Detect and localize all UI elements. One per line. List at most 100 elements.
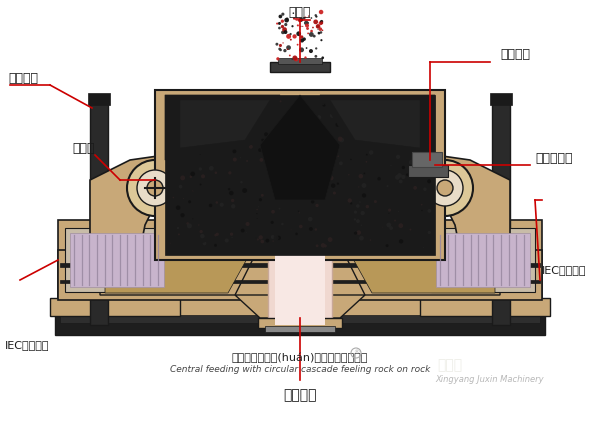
Circle shape — [386, 223, 391, 227]
Circle shape — [349, 234, 353, 238]
Bar — [436, 233, 530, 287]
Circle shape — [351, 157, 353, 159]
Circle shape — [214, 99, 217, 102]
Circle shape — [409, 229, 412, 230]
Circle shape — [187, 178, 191, 184]
Circle shape — [290, 39, 292, 40]
Circle shape — [361, 224, 362, 226]
Circle shape — [242, 188, 247, 193]
Circle shape — [307, 33, 309, 34]
Circle shape — [177, 139, 179, 141]
Circle shape — [223, 138, 224, 140]
Circle shape — [299, 225, 302, 228]
Circle shape — [307, 169, 311, 172]
Circle shape — [201, 174, 205, 178]
Circle shape — [187, 184, 188, 187]
Circle shape — [386, 185, 389, 187]
Circle shape — [410, 218, 413, 221]
Circle shape — [326, 180, 328, 182]
Circle shape — [205, 141, 208, 143]
Circle shape — [291, 159, 293, 161]
Circle shape — [401, 175, 406, 179]
Circle shape — [302, 26, 304, 27]
Bar — [60, 280, 540, 283]
Circle shape — [266, 213, 268, 215]
Circle shape — [362, 105, 365, 108]
Circle shape — [245, 222, 250, 226]
Bar — [424, 220, 542, 300]
Circle shape — [406, 173, 409, 176]
Bar — [60, 295, 540, 317]
Circle shape — [403, 188, 404, 189]
Circle shape — [258, 111, 259, 112]
Circle shape — [399, 180, 403, 184]
Circle shape — [232, 114, 235, 117]
Bar — [270, 62, 330, 72]
Circle shape — [199, 167, 202, 171]
Circle shape — [314, 55, 317, 58]
Circle shape — [321, 243, 325, 248]
Circle shape — [347, 102, 352, 106]
Circle shape — [283, 198, 285, 200]
Circle shape — [347, 198, 352, 203]
Circle shape — [254, 236, 257, 240]
Circle shape — [424, 108, 426, 111]
Circle shape — [293, 17, 295, 20]
Circle shape — [185, 156, 189, 160]
Circle shape — [359, 236, 364, 240]
Circle shape — [281, 19, 284, 23]
Circle shape — [193, 127, 194, 128]
Circle shape — [173, 197, 174, 198]
Circle shape — [398, 223, 403, 228]
Circle shape — [287, 190, 289, 192]
Circle shape — [400, 150, 401, 151]
Circle shape — [311, 200, 314, 203]
Circle shape — [286, 34, 291, 39]
Circle shape — [214, 234, 217, 237]
Circle shape — [231, 204, 235, 209]
Circle shape — [284, 30, 287, 34]
Circle shape — [276, 57, 280, 60]
Circle shape — [258, 148, 262, 152]
Circle shape — [270, 222, 275, 227]
Circle shape — [280, 101, 281, 102]
Circle shape — [180, 175, 185, 180]
Bar — [275, 245, 325, 325]
Circle shape — [356, 204, 359, 208]
Circle shape — [296, 44, 299, 46]
Circle shape — [316, 204, 319, 207]
Circle shape — [240, 157, 241, 158]
Circle shape — [296, 98, 299, 101]
Circle shape — [331, 183, 335, 188]
Circle shape — [309, 49, 313, 53]
Circle shape — [352, 134, 355, 136]
Circle shape — [292, 58, 293, 60]
Circle shape — [313, 135, 314, 137]
Circle shape — [211, 158, 215, 162]
Circle shape — [320, 20, 323, 23]
Circle shape — [303, 17, 305, 19]
Circle shape — [202, 240, 205, 243]
Circle shape — [183, 198, 184, 199]
Circle shape — [376, 137, 378, 140]
Circle shape — [292, 55, 298, 60]
Circle shape — [298, 155, 300, 157]
Circle shape — [271, 210, 275, 214]
Circle shape — [228, 188, 230, 190]
Circle shape — [423, 187, 427, 191]
Circle shape — [317, 32, 320, 34]
Circle shape — [259, 235, 263, 240]
Circle shape — [312, 27, 314, 28]
Circle shape — [437, 180, 453, 196]
Circle shape — [200, 184, 202, 185]
Circle shape — [360, 109, 364, 112]
Circle shape — [359, 174, 363, 178]
Circle shape — [366, 154, 368, 156]
Circle shape — [208, 247, 209, 249]
Circle shape — [394, 186, 397, 190]
Circle shape — [287, 49, 289, 50]
Circle shape — [394, 240, 395, 241]
Circle shape — [423, 247, 424, 248]
Circle shape — [235, 102, 238, 106]
Circle shape — [394, 220, 396, 221]
